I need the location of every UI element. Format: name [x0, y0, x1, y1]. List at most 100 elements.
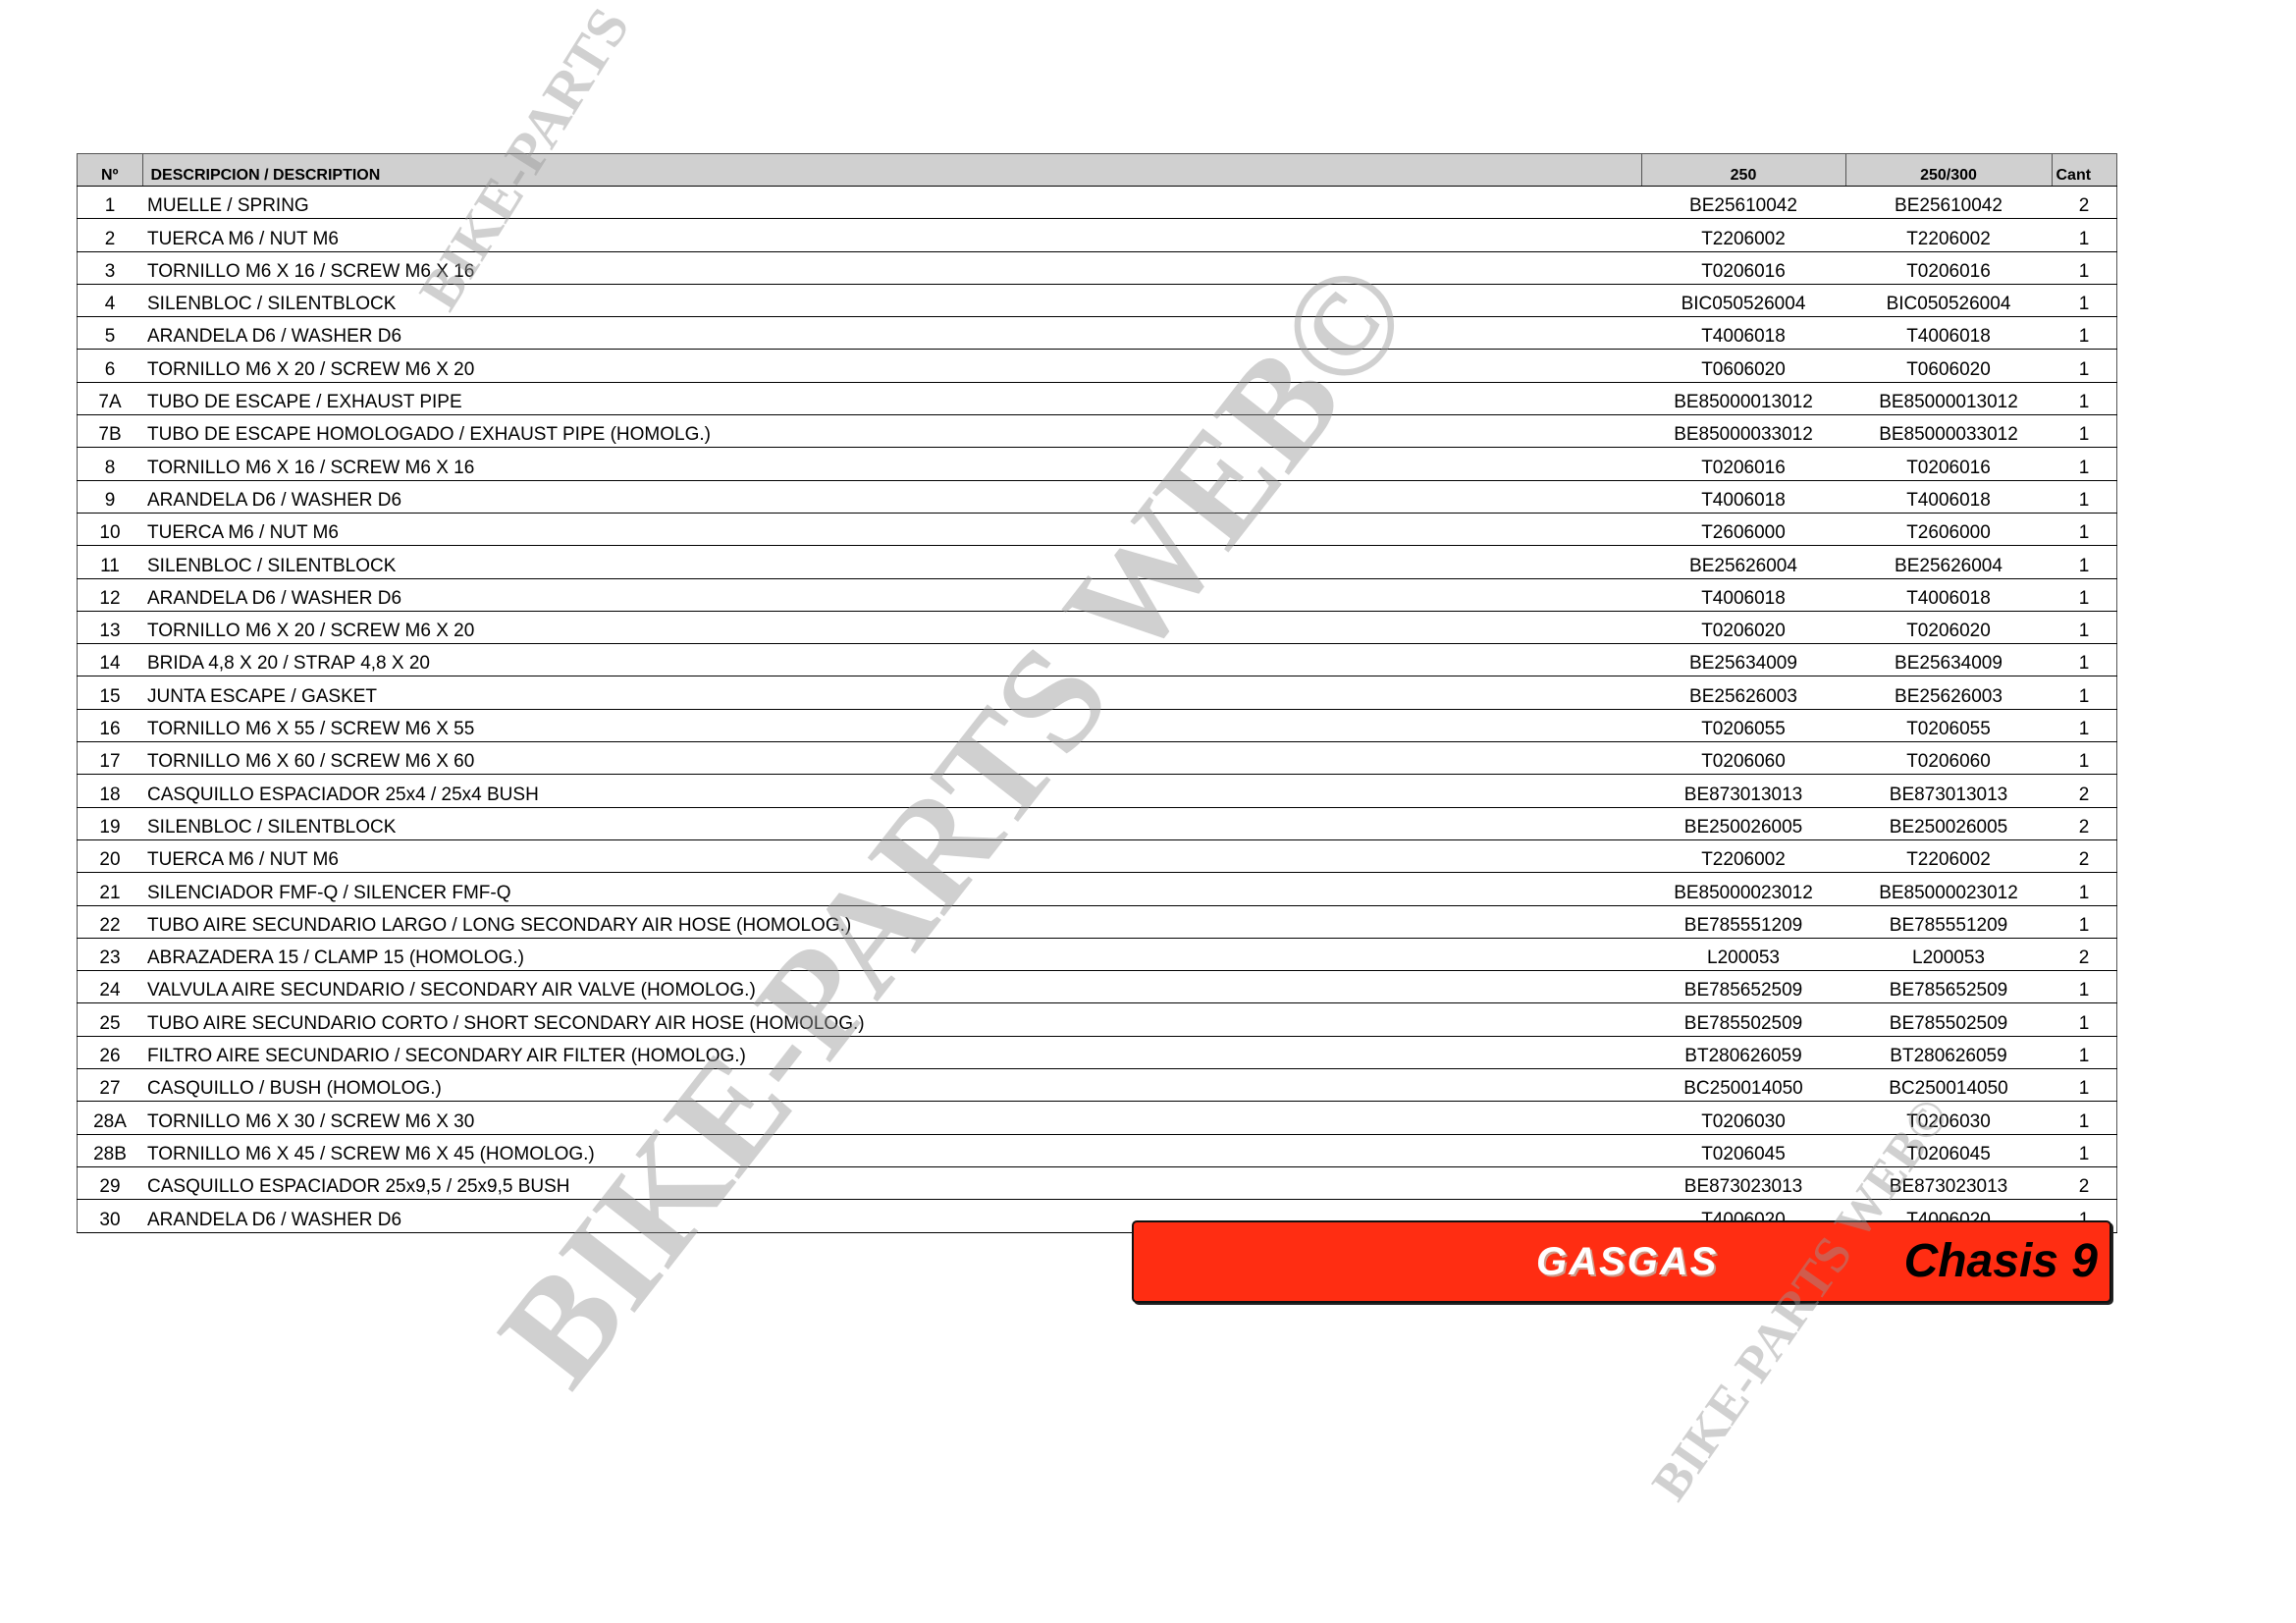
cell-cant: 1: [2052, 1101, 2117, 1135]
cell-description: TORNILLO M6 X 20 / SCREW M6 X 20: [142, 611, 1641, 645]
table-row: 1 MUELLE / SPRING BE25610042 BE25610042 2: [77, 186, 2117, 220]
cell-250-300: T2206002: [1845, 839, 2052, 874]
header-250: 250: [1640, 153, 1845, 187]
cell-cant: 1: [2052, 316, 2117, 351]
table-row: 28A TORNILLO M6 X 30 / SCREW M6 X 30 T0206…: [77, 1101, 2117, 1135]
cell-cant: 1: [2052, 1002, 2117, 1037]
table-row: 12 ARANDELA D6 / WASHER D6 T4006018 T400601…: [77, 578, 2117, 612]
cell-description: TUBO DE ESCAPE / EXHAUST PIPE: [142, 382, 1641, 416]
cell-description: TUERCA M6 / NUT M6: [142, 218, 1641, 252]
table-row: 29 CASQUILLO ESPACIADOR 25x9,5 / 25x9,5 B…: [77, 1166, 2117, 1201]
cell-no: 28A: [77, 1101, 142, 1135]
cell-250-300: T0206045: [1845, 1134, 2052, 1167]
cell-no: 12: [77, 578, 142, 612]
cell-description: TUERCA M6 / NUT M6: [142, 513, 1641, 547]
cell-250-300: T2606000: [1845, 513, 2052, 547]
cell-cant: 1: [2052, 447, 2117, 481]
cell-cant: 1: [2052, 1134, 2117, 1167]
cell-250-300: T0206060: [1845, 741, 2052, 776]
cell-no: 8: [77, 447, 142, 481]
cell-250-300: T4006018: [1845, 578, 2052, 612]
cell-250: T0206030: [1641, 1101, 1845, 1135]
cell-cant: 1: [2052, 349, 2117, 383]
cell-no: 18: [77, 774, 142, 808]
cell-250-300: BC250014050: [1845, 1068, 2052, 1103]
table-row: 21 SILENCIADOR FMF-Q / SILENCER FMF-Q BE85…: [77, 872, 2117, 906]
cell-no: 25: [77, 1002, 142, 1037]
table-row: 7B TUBO DE ESCAPE HOMOLOGADO / EXHAUST PI…: [77, 414, 2117, 449]
table-row: 15 JUNTA ESCAPE / GASKET BE25626003 BE25626…: [77, 676, 2117, 710]
cell-250-300: T0206020: [1845, 611, 2052, 645]
cell-250-300: BE25626003: [1845, 676, 2052, 710]
cell-description: TUBO AIRE SECUNDARIO CORTO / SHORT SECON…: [142, 1002, 1641, 1037]
cell-250: BE85000013012: [1641, 382, 1845, 416]
cell-250: BE25626003: [1641, 676, 1845, 710]
cell-cant: 1: [2052, 1036, 2117, 1070]
cell-no: 19: [77, 807, 142, 840]
cell-cant: 1: [2052, 970, 2117, 1004]
table-row: 4 SILENBLOC / SILENTBLOCK BIC050526004 BIC0…: [77, 284, 2117, 318]
cell-cant: 1: [2052, 709, 2117, 743]
cell-250-300: T0606020: [1845, 349, 2052, 383]
cell-no: 15: [77, 676, 142, 710]
cell-250-300: BE785551209: [1845, 905, 2052, 939]
cell-description: SILENBLOC / SILENTBLOCK: [142, 807, 1641, 840]
header-250-300: 250/300: [1844, 153, 2052, 187]
cell-250-300: L200053: [1845, 938, 2052, 972]
cell-no: 13: [77, 611, 142, 645]
cell-250-300: BE25610042: [1845, 186, 2052, 220]
table-row: 26 FILTRO AIRE SECUNDARIO / SECONDARY AIR…: [77, 1036, 2117, 1070]
cell-250: BE85000033012: [1641, 414, 1845, 449]
cell-250: BE785551209: [1641, 905, 1845, 939]
cell-250: BC250014050: [1641, 1068, 1845, 1103]
cell-250: BE85000023012: [1641, 872, 1845, 906]
cell-250-300: T0206016: [1845, 447, 2052, 481]
cell-cant: 1: [2052, 872, 2117, 906]
cell-250-300: BE873023013: [1845, 1166, 2052, 1201]
table-row: 28B TORNILLO M6 X 45 / SCREW M6 X 45 (HOM…: [77, 1134, 2117, 1167]
cell-cant: 1: [2052, 1068, 2117, 1103]
cell-no: 28B: [77, 1134, 142, 1167]
table-row: 10 TUERCA M6 / NUT M6 T2606000 T2606000 1: [77, 513, 2117, 547]
cell-description: TORNILLO M6 X 45 / SCREW M6 X 45 (HOMOLO…: [142, 1134, 1641, 1167]
table-row: 14 BRIDA 4,8 X 20 / STRAP 4,8 X 20 BE25634…: [77, 643, 2117, 677]
cell-description: CASQUILLO / BUSH (HOMOLOG.): [142, 1068, 1641, 1103]
cell-no: 9: [77, 480, 142, 514]
table-row: 24 VALVULA AIRE SECUNDARIO / SECONDARY AI…: [77, 970, 2117, 1004]
cell-cant: 1: [2052, 218, 2117, 252]
cell-250-300: BT280626059: [1845, 1036, 2052, 1070]
table-row: 23 ABRAZADERA 15 / CLAMP 15 (HOMOLOG.) L20…: [77, 938, 2117, 972]
table-row: 5 ARANDELA D6 / WASHER D6 T4006018 T4006018…: [77, 316, 2117, 351]
cell-description: SILENCIADOR FMF-Q / SILENCER FMF-Q: [142, 872, 1641, 906]
cell-250-300: BE85000013012: [1845, 382, 2052, 416]
cell-no: 2: [77, 218, 142, 252]
table-row: 20 TUERCA M6 / NUT M6 T2206002 T2206002 2: [77, 839, 2117, 874]
cell-250-300: T2206002: [1845, 218, 2052, 252]
cell-250: BE785502509: [1641, 1002, 1845, 1037]
cell-no: 17: [77, 741, 142, 776]
cell-cant: 1: [2052, 741, 2117, 776]
cell-250-300: T4006018: [1845, 480, 2052, 514]
cell-cant: 1: [2052, 284, 2117, 318]
cell-250: T0206045: [1641, 1134, 1845, 1167]
cell-250: BE250026005: [1641, 807, 1845, 840]
cell-250: T0206016: [1641, 447, 1845, 481]
table-row: 17 TORNILLO M6 X 60 / SCREW M6 X 60 T02060…: [77, 741, 2117, 776]
cell-250-300: BIC050526004: [1845, 284, 2052, 318]
cell-description: ARANDELA D6 / WASHER D6: [142, 316, 1641, 351]
cell-250-300: BE785652509: [1845, 970, 2052, 1004]
cell-description: MUELLE / SPRING: [142, 186, 1641, 220]
table-row: 7A TUBO DE ESCAPE / EXHAUST PIPE BE8500001…: [77, 382, 2117, 416]
cell-description: FILTRO AIRE SECUNDARIO / SECONDARY AIR F…: [142, 1036, 1641, 1070]
cell-250: BE873013013: [1641, 774, 1845, 808]
table-row: 18 CASQUILLO ESPACIADOR 25x4 / 25x4 BUSH B…: [77, 774, 2117, 808]
cell-cant: 1: [2052, 513, 2117, 547]
cell-250: BE25626004: [1641, 545, 1845, 579]
cell-250-300: BE250026005: [1845, 807, 2052, 840]
cell-cant: 2: [2052, 938, 2117, 972]
table-row: 3 TORNILLO M6 X 16 / SCREW M6 X 16 T020601…: [77, 251, 2117, 285]
cell-description: VALVULA AIRE SECUNDARIO / SECONDARY AIR …: [142, 970, 1641, 1004]
cell-cant: 1: [2052, 545, 2117, 579]
table-row: 13 TORNILLO M6 X 20 / SCREW M6 X 20 T02060…: [77, 611, 2117, 645]
cell-no: 14: [77, 643, 142, 677]
